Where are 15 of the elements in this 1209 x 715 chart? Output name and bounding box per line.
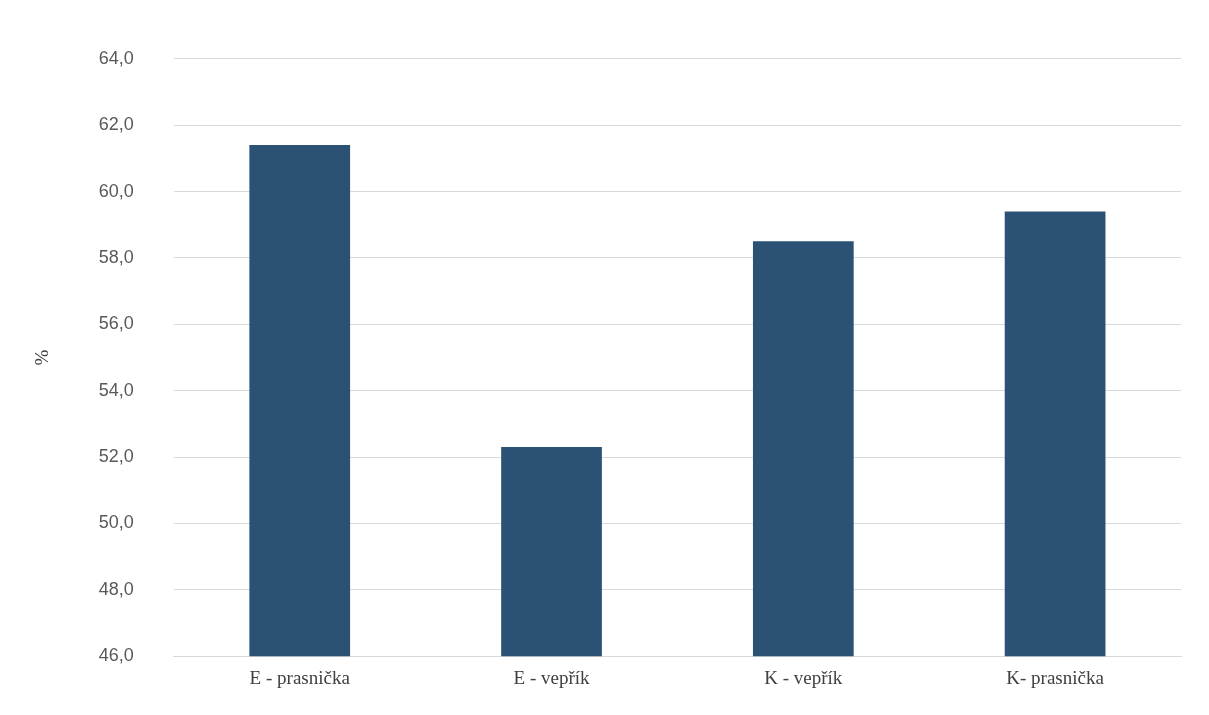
y-tick-label: 56,0: [98, 313, 134, 334]
x-tick-label: K - vepřík: [764, 666, 843, 688]
x-tick-label: E - prasnička: [249, 666, 351, 688]
y-tick-label: 64,0: [98, 47, 134, 68]
y-tick-label: 60,0: [98, 180, 134, 201]
x-tick-label: K- prasnička: [1006, 666, 1105, 688]
x-tick-label: E - vepřík: [513, 666, 590, 688]
y-tick-label: 46,0: [98, 645, 134, 666]
y-tick-label: 52,0: [98, 446, 134, 467]
y-tick-label: 62,0: [98, 114, 134, 135]
y-axis-title: %: [31, 349, 53, 366]
y-tick-label: 54,0: [98, 379, 134, 400]
y-tick-label: 58,0: [98, 246, 134, 267]
y-tick-label: 50,0: [98, 512, 134, 533]
y-tick-label: 48,0: [98, 578, 134, 599]
